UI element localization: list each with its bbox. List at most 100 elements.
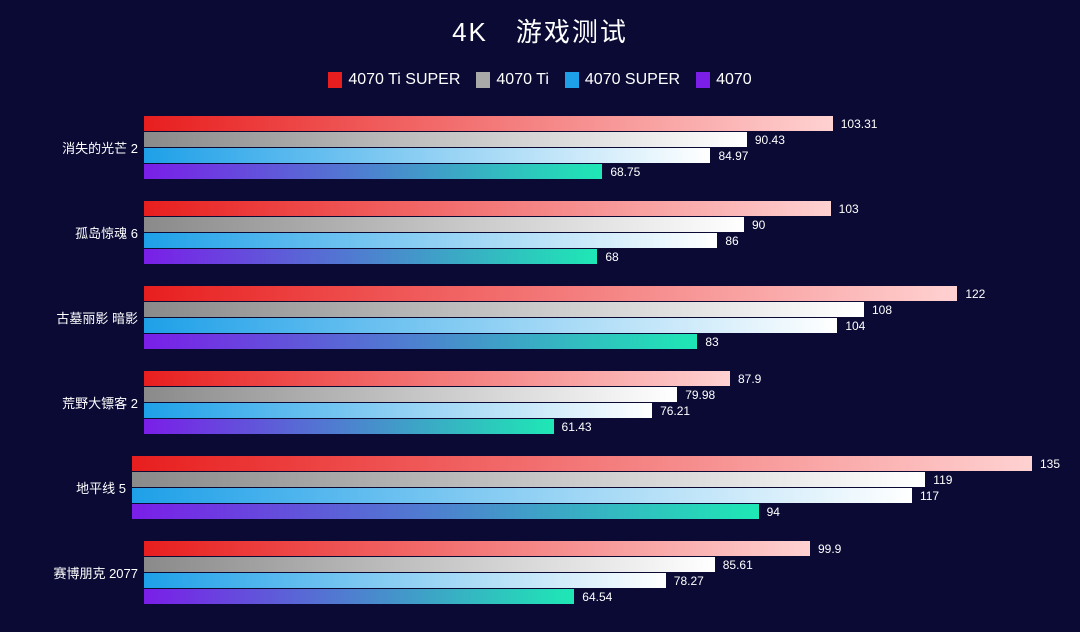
group-label: 地平线 5 [20,478,132,497]
bar [132,488,912,503]
bar-row: 68.75 [144,164,1060,179]
group-label: 古墓丽影 暗影 [20,308,144,327]
bar-row: 79.98 [144,387,1060,402]
bar-row: 99.9 [144,541,1060,556]
bar-row: 108 [144,302,1060,317]
bar [144,573,666,588]
bar-row: 78.27 [144,573,1060,588]
bar-group: 荒野大镖客 2 87.9 79.98 76.21 61.43 [20,370,1060,435]
bar [144,164,602,179]
bars-container: 87.9 79.98 76.21 61.43 [144,370,1060,435]
bar [144,334,697,349]
legend-label: 4070 [716,71,752,89]
bar-row: 83 [144,334,1060,349]
bar-row: 90 [144,217,1060,232]
bar [144,233,717,248]
bar-value: 117 [920,489,939,503]
bar [144,371,730,386]
bar [144,249,597,264]
bar [144,318,837,333]
chart-title: 4K 游戏测试 [0,0,1080,49]
bar-row: 135 [132,456,1060,471]
bar-value: 104 [845,319,865,333]
group-label: 荒野大镖客 2 [20,393,144,412]
legend-swatch [565,72,579,88]
bar [144,302,864,317]
bar-row: 104 [144,318,1060,333]
bar-value: 83 [705,335,718,349]
bar-row: 86 [144,233,1060,248]
bar-row: 76.21 [144,403,1060,418]
bar [144,116,833,131]
bar [144,387,677,402]
bar [144,132,747,147]
bar [144,286,957,301]
bar-chart: 消失的光芒 2 103.31 90.43 84.97 68.75 孤岛惊魂 6 103 90 8… [20,115,1060,605]
bar-group: 地平线 5 135 119 117 94 [20,455,1060,520]
legend-label: 4070 Ti SUPER [348,71,460,89]
legend-swatch [328,72,342,88]
bar-value: 79.98 [685,388,715,402]
bar-value: 90 [752,218,765,232]
legend-item: 4070 Ti [476,71,548,89]
bar-row: 85.61 [144,557,1060,572]
bar-row: 84.97 [144,148,1060,163]
bar [144,557,715,572]
bar-row: 94 [132,504,1060,519]
bar-value: 103.31 [841,117,878,131]
bar-value: 78.27 [674,574,704,588]
bar-value: 68.75 [610,165,640,179]
bar-value: 94 [767,505,780,519]
legend-item: 4070 Ti SUPER [328,71,460,89]
bar-row: 117 [132,488,1060,503]
bar-row: 90.43 [144,132,1060,147]
bar-value: 99.9 [818,542,841,556]
bar-value: 108 [872,303,892,317]
bar [144,419,554,434]
group-label: 赛博朋克 2077 [20,563,144,582]
bar [132,456,1032,471]
legend-item: 4070 SUPER [565,71,680,89]
group-label: 消失的光芒 2 [20,138,144,157]
bars-container: 103.31 90.43 84.97 68.75 [144,115,1060,180]
bar [132,504,759,519]
legend-item: 4070 [696,71,752,89]
group-label: 孤岛惊魂 6 [20,223,144,242]
bar-value: 64.54 [582,590,612,604]
bar-value: 61.43 [562,420,592,434]
bar-value: 103 [839,202,859,216]
bar-row: 119 [132,472,1060,487]
bars-container: 103 90 86 68 [144,200,1060,265]
bars-container: 122 108 104 83 [144,285,1060,350]
bar-value: 68 [605,250,618,264]
bar-value: 90.43 [755,133,785,147]
bar-value: 119 [933,473,952,487]
bar-row: 64.54 [144,589,1060,604]
bar [144,201,831,216]
bar-group: 消失的光芒 2 103.31 90.43 84.97 68.75 [20,115,1060,180]
bar-group: 孤岛惊魂 6 103 90 86 68 [20,200,1060,265]
bar-value: 135 [1040,457,1060,471]
bar-group: 古墓丽影 暗影 122 108 104 83 [20,285,1060,350]
bar [132,472,925,487]
bar-row: 122 [144,286,1060,301]
legend-label: 4070 Ti [496,71,548,89]
bars-container: 99.985.61 78.27 64.54 [144,540,1060,605]
legend: 4070 Ti SUPER 4070 Ti 4070 SUPER 4070 [0,71,1080,93]
bar-value: 84.97 [718,149,748,163]
bar-row: 103.31 [144,116,1060,131]
bar-value: 86 [725,234,738,248]
bar-value: 87.9 [738,372,761,386]
bars-container: 135 119 117 94 [132,455,1060,520]
legend-swatch [696,72,710,88]
bar [144,148,710,163]
bar-row: 87.9 [144,371,1060,386]
bar-value: 122 [965,287,985,301]
bar [144,589,574,604]
bar-value: 76.21 [660,404,690,418]
bar-row: 103 [144,201,1060,216]
bar-group: 赛博朋克 2077 99.985.61 78.27 64.54 [20,540,1060,605]
bar-row: 61.43 [144,419,1060,434]
bar-row: 68 [144,249,1060,264]
legend-label: 4070 SUPER [585,71,680,89]
